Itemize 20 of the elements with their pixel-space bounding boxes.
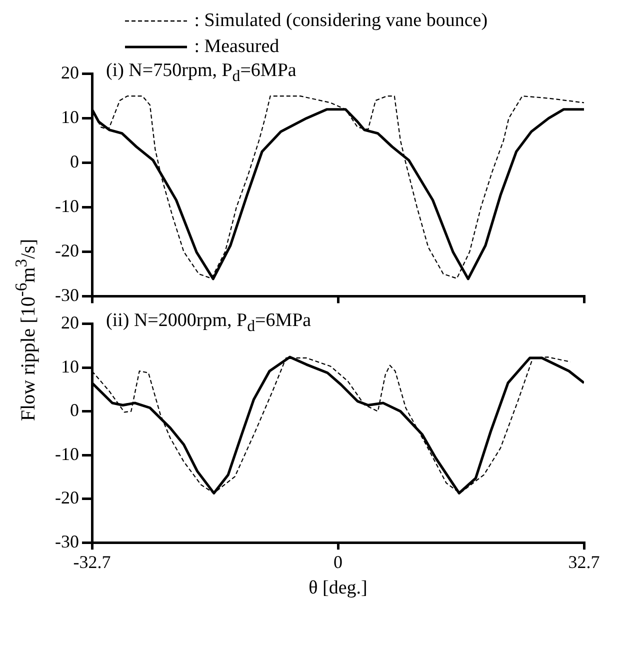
x-tick-label: -32.7 <box>73 552 111 572</box>
y-tick-label: -30 <box>55 531 79 552</box>
x-axis-title: θ [deg.] <box>308 578 368 599</box>
chart-title: (ii) N=2000rpm, P$_{d}$=6MPa <box>106 310 312 336</box>
y-tick-label: -10 <box>55 196 79 216</box>
y-tick-label: 0 <box>70 400 79 420</box>
y-tick-label: 10 <box>61 356 79 376</box>
chart-title: (i) N=750rpm, P$_{d}$=6MPa <box>106 60 296 86</box>
y-tick-label: -10 <box>55 444 79 464</box>
y-tick-label: 10 <box>61 107 79 128</box>
x-tick-label: 0 <box>334 552 342 572</box>
x-tick-label: 32.7 <box>568 552 600 572</box>
legend-label: : Measured <box>193 36 280 58</box>
y-tick-label: 0 <box>70 151 79 172</box>
y-tick-label: -20 <box>55 240 79 260</box>
y-tick-label: 20 <box>61 312 79 333</box>
legend-label: : Simulated (considering vane bounce) <box>193 10 488 32</box>
y-tick-label: 20 <box>61 62 79 83</box>
y-tick-label: -30 <box>55 284 79 305</box>
y-tick-label: -20 <box>55 488 79 508</box>
